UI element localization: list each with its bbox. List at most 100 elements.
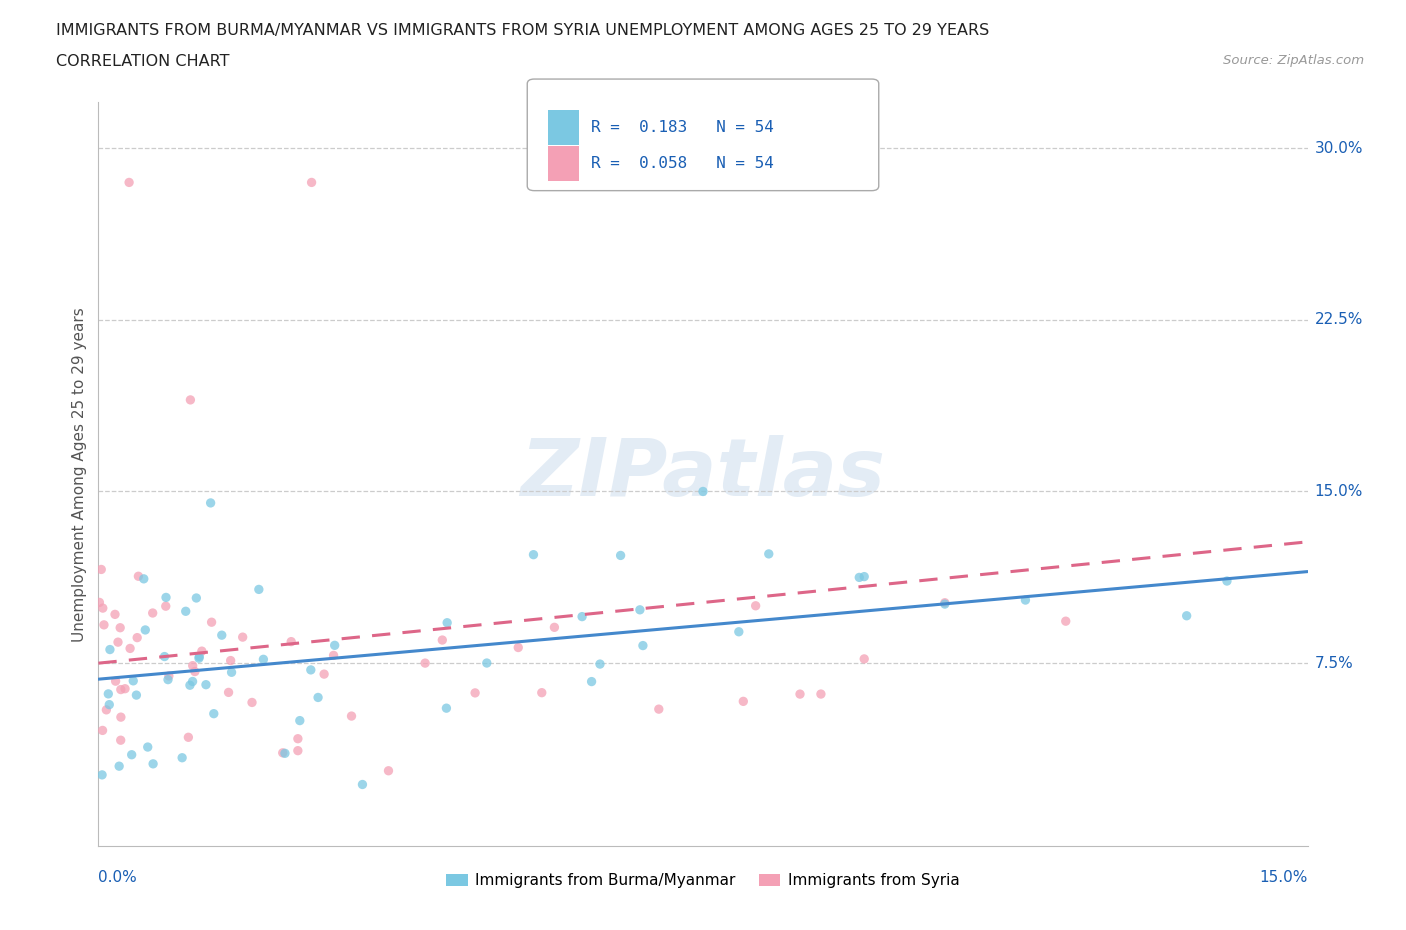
Point [96,702,118,717]
Point [132,571,155,586]
Text: 22.5%: 22.5% [1315,312,1362,327]
Point [110,733,132,748]
Point [179,392,201,407]
Point [122,673,145,688]
Point [211,628,233,643]
Point [299,662,322,677]
Point [93,618,115,632]
Point [125,687,148,702]
Point [114,682,136,697]
Point [134,622,156,637]
Point [172,751,194,765]
Point [609,548,631,563]
Point [581,674,603,689]
Point [377,764,399,778]
Point [287,743,309,758]
Text: IMMIGRANTS FROM BURMA/MYANMAR VS IMMIGRANTS FROM SYRIA UNEMPLOYMENT AMONG AGES 2: IMMIGRANTS FROM BURMA/MYANMAR VS IMMIGRA… [56,23,990,38]
Point [628,603,651,618]
Point [631,638,654,653]
Point [108,759,131,774]
Point [181,658,204,673]
Point [218,684,240,699]
Point [789,686,811,701]
Point [934,595,956,610]
Point [155,599,177,614]
Point [589,657,612,671]
Point [340,709,363,724]
Text: 15.0%: 15.0% [1315,484,1362,499]
Text: Source: ZipAtlas.com: Source: ZipAtlas.com [1223,54,1364,67]
Point [323,638,346,653]
Point [475,656,498,671]
Point [571,609,593,624]
Point [733,694,755,709]
Point [157,669,180,684]
Point [200,496,222,511]
Point [232,630,254,644]
Point [522,547,544,562]
Point [1014,592,1036,607]
Point [127,569,149,584]
Point [186,591,208,605]
Point [118,175,141,190]
Point [184,664,207,679]
Point [90,562,112,577]
Point [98,642,121,657]
Point [247,582,270,597]
Point [89,595,111,610]
Point [110,710,132,724]
Point [91,601,114,616]
Point [853,569,876,584]
Point [314,667,336,682]
Point [464,685,486,700]
Point [692,484,714,498]
Point [252,652,274,667]
Point [104,607,127,622]
Point [307,690,329,705]
Point [219,653,242,668]
Point [155,590,177,604]
Point [97,686,120,701]
Point [436,616,458,631]
Text: 7.5%: 7.5% [1315,656,1354,671]
Point [153,649,176,664]
Point [288,713,311,728]
Point [432,632,454,647]
Point [543,620,565,635]
Point [91,767,114,782]
Y-axis label: Unemployment Among Ages 25 to 29 years: Unemployment Among Ages 25 to 29 years [72,307,87,642]
Point [221,665,243,680]
Legend: Immigrants from Burma/Myanmar, Immigrants from Syria: Immigrants from Burma/Myanmar, Immigrant… [440,868,966,895]
Point [200,615,222,630]
Point [181,674,204,689]
Point [98,698,121,712]
Point [142,756,165,771]
Point [530,685,553,700]
Point [240,695,263,710]
Point [202,706,225,721]
Point [1054,614,1077,629]
Point [280,634,302,649]
Point [301,175,323,190]
Text: R =  0.058   N = 54: R = 0.058 N = 54 [591,156,773,171]
Point [191,644,214,658]
Point [179,678,201,693]
Point [848,570,870,585]
Point [648,702,671,717]
Point [322,648,344,663]
Point [194,677,217,692]
Point [108,620,131,635]
Point [810,686,832,701]
Text: R =  0.183   N = 54: R = 0.183 N = 54 [591,120,773,135]
Point [744,598,766,613]
Point [188,651,211,666]
Point [758,547,780,562]
Point [508,640,530,655]
Point [188,649,211,664]
Point [136,739,159,754]
Point [271,745,294,760]
Point [127,631,149,645]
Text: 0.0%: 0.0% [98,870,138,884]
Point [104,673,127,688]
Point [177,730,200,745]
